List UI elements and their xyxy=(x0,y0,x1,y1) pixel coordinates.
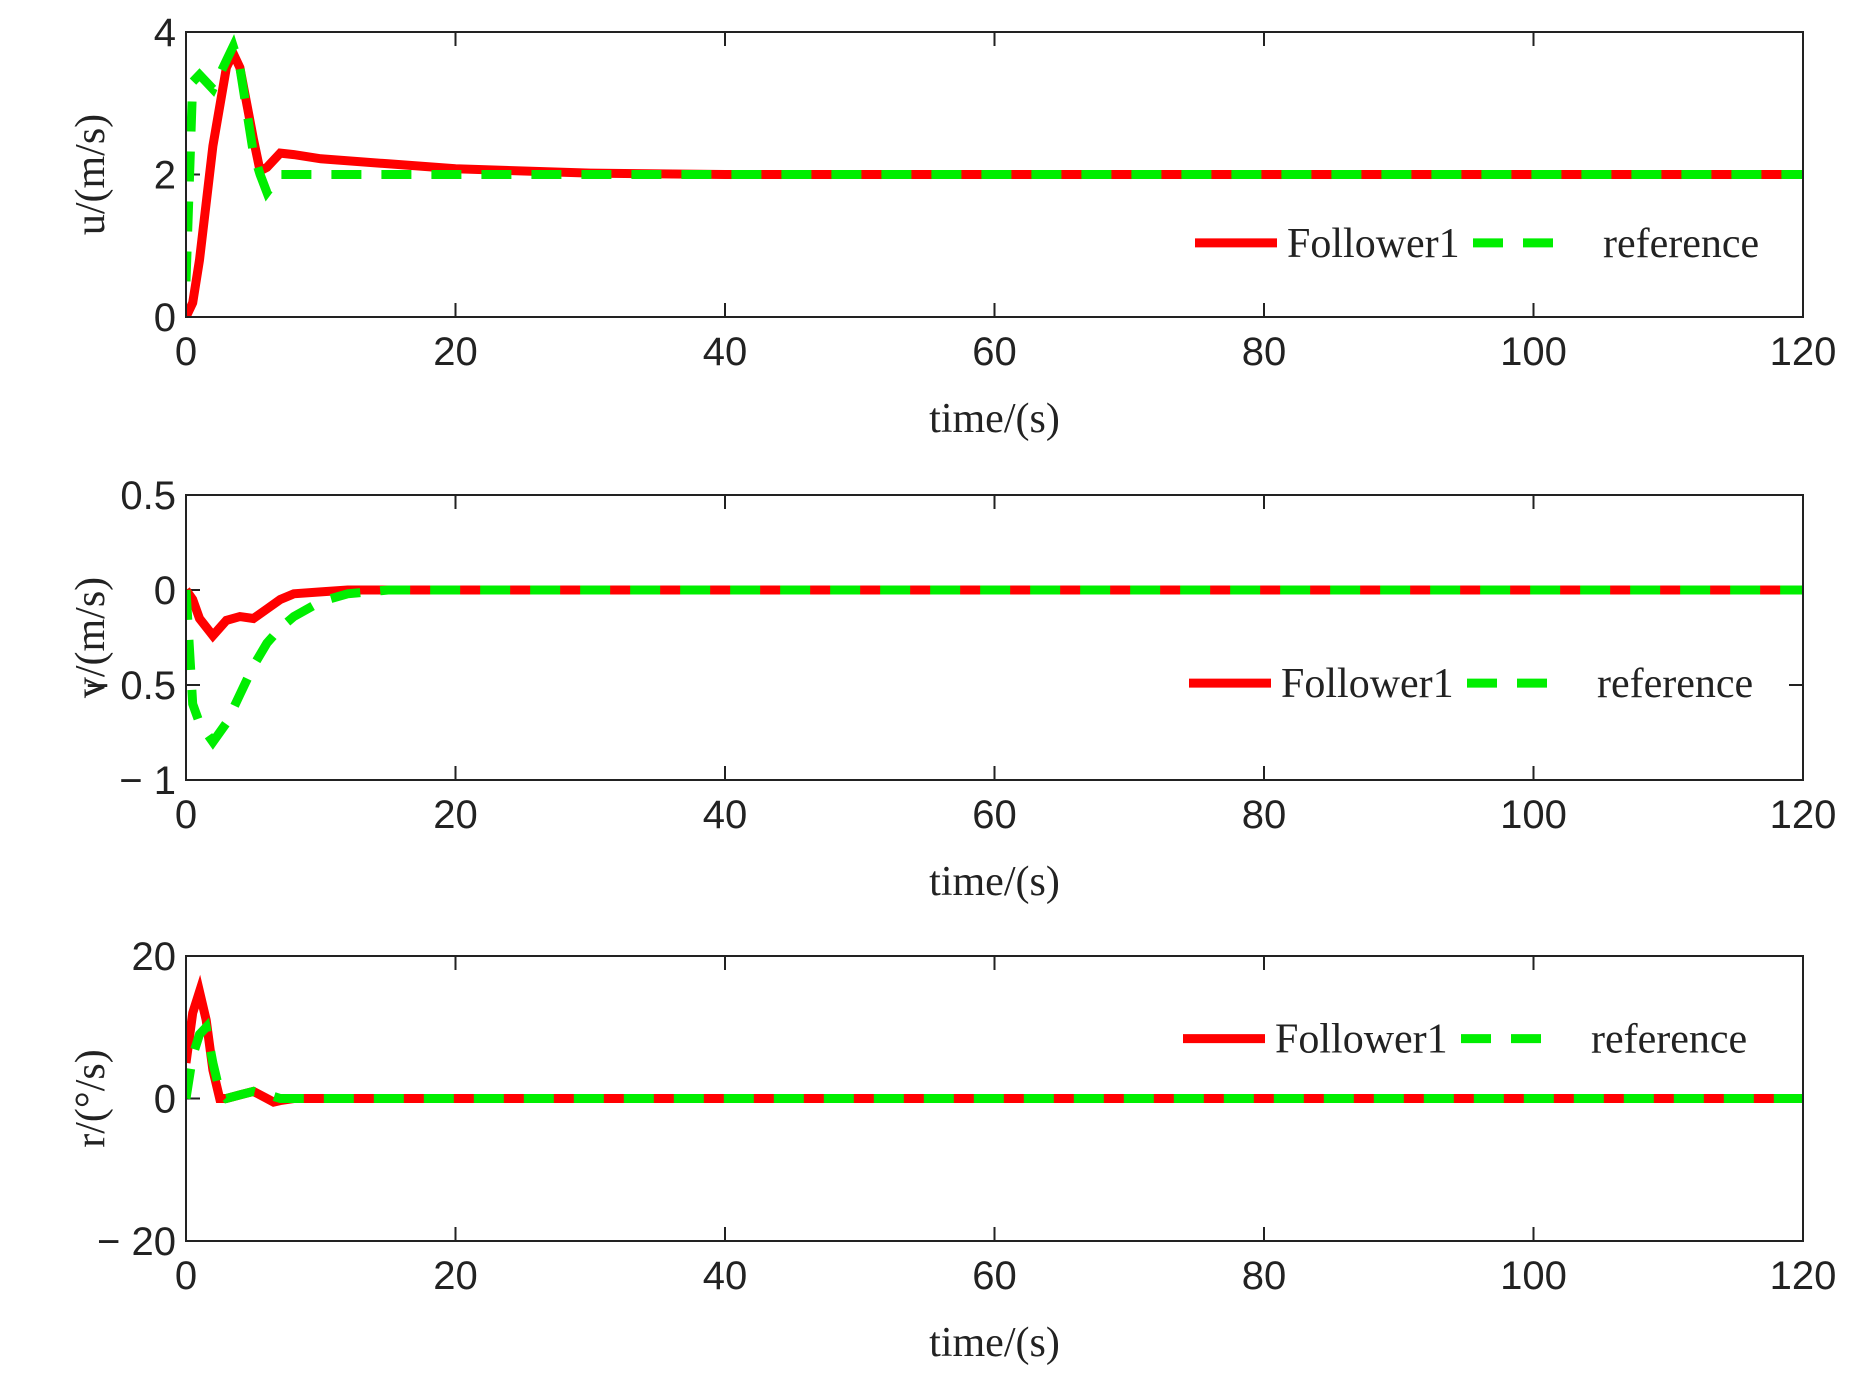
x-axis-label: time/(s) xyxy=(929,859,1060,905)
x-tick-label: 100 xyxy=(1500,330,1567,374)
x-tick-label: 20 xyxy=(433,330,478,374)
y-tick-label: 4 xyxy=(154,11,176,55)
x-axis-label: time/(s) xyxy=(929,396,1060,442)
axes-box xyxy=(185,31,1804,318)
legend-label: Follower1 xyxy=(1287,221,1460,267)
x-tick-label: 20 xyxy=(433,1254,478,1298)
legend-label: Follower1 xyxy=(1275,1017,1448,1063)
x-tick-label: 0 xyxy=(175,793,197,837)
y-tick-label: − 1 xyxy=(119,759,176,803)
x-tick-label: 20 xyxy=(433,793,478,837)
x-tick-label: 80 xyxy=(1242,330,1287,374)
x-tick-label: 0 xyxy=(175,330,197,374)
y-tick-label: 0 xyxy=(154,1078,176,1122)
x-tick-label: 60 xyxy=(972,1254,1017,1298)
x-tick-label: 120 xyxy=(1770,1254,1837,1298)
series-line xyxy=(186,1017,1803,1104)
x-tick-label: 40 xyxy=(703,793,748,837)
legend-label: reference xyxy=(1591,1017,1747,1063)
y-axis-label: v/(m/s) xyxy=(68,577,114,698)
y-axis-label: u/(m/s) xyxy=(68,114,114,235)
series-line xyxy=(186,585,1803,750)
x-tick-label: 120 xyxy=(1770,330,1837,374)
y-tick-label: 0.5 xyxy=(120,474,176,518)
legend-label: reference xyxy=(1597,661,1753,707)
x-tick-label: 0 xyxy=(175,1254,197,1298)
series-line xyxy=(186,42,1803,317)
axes-box xyxy=(185,955,1804,1242)
subplot: 0 20 40 60 80 100 120 − 1 − 0.5 0 0.5 Follower1 refe… xyxy=(68,474,1836,905)
x-tick-label: 40 xyxy=(703,330,748,374)
y-tick-label: 2 xyxy=(154,154,176,198)
x-tick-label: 60 xyxy=(972,793,1017,837)
legend-label: reference xyxy=(1603,221,1759,267)
legend-label: Follower1 xyxy=(1281,661,1454,707)
series-line xyxy=(186,34,1803,282)
x-tick-label: 100 xyxy=(1500,1254,1567,1298)
x-tick-label: 100 xyxy=(1500,793,1567,837)
x-tick-label: 120 xyxy=(1770,793,1837,837)
y-tick-label: − 20 xyxy=(97,1220,176,1264)
y-axis-label: r/(°/s) xyxy=(68,1049,114,1147)
y-tick-label: − 0.5 xyxy=(86,664,176,708)
series-line xyxy=(186,974,1803,1107)
x-tick-label: 80 xyxy=(1242,1254,1287,1298)
x-tick-label: 80 xyxy=(1242,793,1287,837)
x-axis-label: time/(s) xyxy=(929,1320,1060,1366)
series-line xyxy=(186,585,1803,643)
x-tick-label: 40 xyxy=(703,1254,748,1298)
x-tick-label: 60 xyxy=(972,330,1017,374)
axes-box xyxy=(185,494,1804,781)
subplot: 0 20 40 60 80 100 120 0 2 4 Follower1 reference time… xyxy=(68,11,1836,442)
y-tick-label: 0 xyxy=(154,569,176,613)
y-tick-label: 20 xyxy=(132,935,177,979)
y-tick-label: 0 xyxy=(154,296,176,340)
